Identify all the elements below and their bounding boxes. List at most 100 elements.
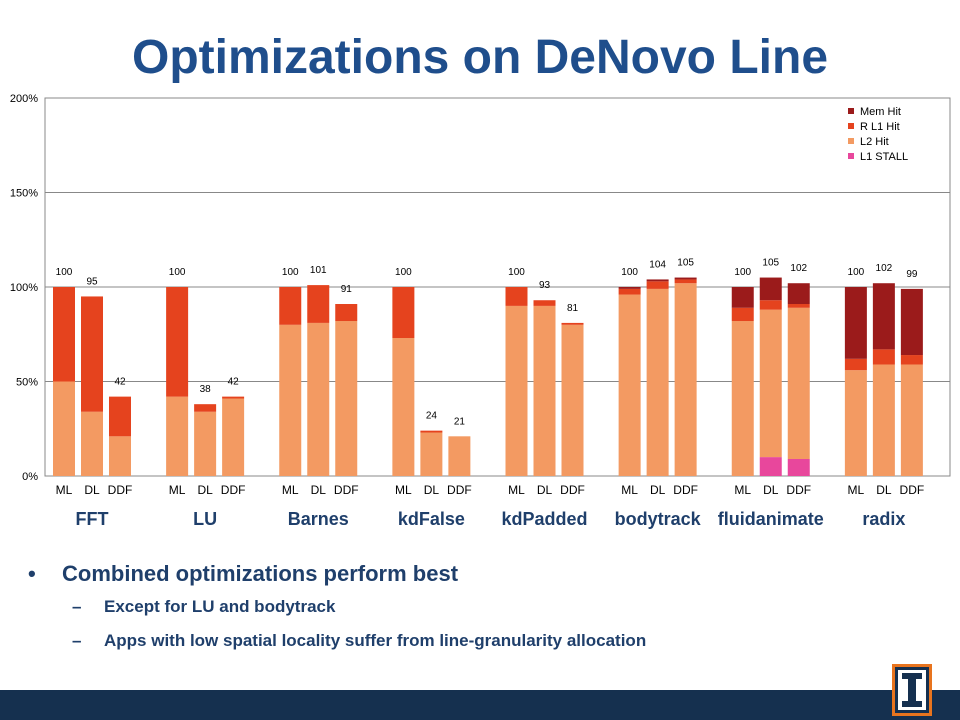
- bar-segment: [166, 287, 189, 397]
- group-label: radix: [862, 509, 905, 529]
- bar-total-label: 101: [310, 265, 327, 276]
- bar-segment: [420, 432, 443, 476]
- bar-segment: [787, 283, 810, 305]
- bar-total-label: 99: [906, 269, 918, 280]
- bar-segment: [533, 305, 556, 476]
- bar-segment: [759, 309, 782, 458]
- bar-segment: [194, 411, 217, 476]
- bar-segment: [194, 404, 217, 412]
- bar-segment: [561, 324, 584, 476]
- sub-bullet-item: – Except for LU and bodytrack: [28, 590, 646, 624]
- bar-segment: [109, 396, 131, 437]
- legend-label: Mem Hit: [860, 106, 901, 118]
- x-tick-label: DL: [84, 483, 100, 497]
- university-logo-icon: [892, 664, 932, 716]
- x-tick-label: DL: [424, 483, 440, 497]
- bar-segment: [759, 300, 782, 310]
- x-tick-label: ML: [282, 483, 299, 497]
- sub-bullet-text: Apps with low spatial locality suffer fr…: [104, 631, 647, 650]
- bar-segment: [731, 321, 754, 476]
- bar-segment: [279, 324, 302, 476]
- x-tick-label: ML: [508, 483, 525, 497]
- bar-segment: [335, 304, 358, 322]
- x-tick-label: DL: [763, 483, 779, 497]
- bar-total-label: 93: [539, 280, 551, 291]
- bar-segment: [646, 281, 669, 289]
- x-tick-label: DDF: [560, 483, 585, 497]
- bar-segment: [731, 287, 754, 308]
- group-label: kdFalse: [398, 509, 465, 529]
- sub-bullet-item: – Apps with low spatial locality suffer …: [28, 624, 646, 658]
- sub-bullet-dash: –: [72, 597, 82, 616]
- bar-segment: [279, 287, 302, 325]
- bar-total-label: 102: [790, 263, 807, 274]
- bar-segment: [674, 279, 697, 284]
- x-tick-label: DDF: [108, 483, 133, 497]
- bar-segment: [900, 355, 923, 365]
- bar-segment: [872, 364, 895, 476]
- bar-segment: [618, 294, 641, 476]
- bar-total-label: 81: [567, 303, 579, 314]
- sub-bullet-dash: –: [72, 631, 82, 650]
- x-tick-label: DDF: [786, 483, 811, 497]
- x-tick-label: DL: [650, 483, 666, 497]
- bar-segment: [392, 338, 415, 476]
- bar-segment: [448, 436, 471, 476]
- bar-segment: [53, 381, 75, 476]
- footer-bar: [0, 690, 960, 720]
- bar-segment: [561, 322, 584, 325]
- bar-segment: [759, 457, 782, 476]
- legend-swatch: [848, 138, 854, 144]
- bar-total-label: 100: [56, 267, 73, 278]
- bar-segment: [646, 288, 669, 476]
- x-tick-label: DL: [537, 483, 553, 497]
- bar-total-label: 102: [876, 263, 893, 274]
- group-label: Barnes: [288, 509, 349, 529]
- y-tick-label: 100%: [10, 282, 38, 294]
- x-tick-label: DL: [311, 483, 327, 497]
- legend-swatch: [848, 153, 854, 159]
- bar-segment: [81, 296, 103, 412]
- bar-total-label: 42: [114, 377, 126, 388]
- bar-segment: [53, 287, 75, 382]
- group-label: bodytrack: [615, 509, 702, 529]
- bar-segment: [222, 396, 245, 399]
- bar-segment: [674, 283, 697, 476]
- group-label: FFT: [76, 509, 109, 529]
- bar-segment: [81, 411, 103, 476]
- x-tick-label: DDF: [334, 483, 359, 497]
- bar-segment: [787, 458, 810, 476]
- bar-total-label: 24: [426, 411, 438, 422]
- bar-segment: [646, 279, 669, 282]
- bar-total-label: 105: [677, 258, 694, 269]
- bar-total-label: 91: [341, 284, 353, 295]
- bar-segment: [844, 287, 867, 359]
- x-tick-label: ML: [621, 483, 638, 497]
- y-tick-label: 50%: [16, 377, 38, 389]
- bullet-item: • Combined optimizations perform best: [28, 558, 646, 590]
- bullet-list: • Combined optimizations perform best – …: [28, 558, 646, 658]
- group-label: kdPadded: [501, 509, 587, 529]
- bar-total-label: 100: [282, 267, 299, 278]
- x-tick-label: DDF: [673, 483, 698, 497]
- bar-segment: [731, 307, 754, 322]
- bar-segment: [307, 285, 330, 323]
- bar-segment: [420, 430, 443, 433]
- group-label: fluidanimate: [718, 509, 824, 529]
- bar-segment: [872, 349, 895, 365]
- bar-segment: [618, 287, 641, 289]
- sub-bullet-text: Except for LU and bodytrack: [104, 597, 336, 616]
- bar-segment: [505, 305, 528, 476]
- bar-segment: [844, 370, 867, 476]
- x-tick-label: ML: [734, 483, 751, 497]
- x-tick-label: DDF: [221, 483, 246, 497]
- bar-total-label: 100: [734, 267, 751, 278]
- bar-segment: [844, 358, 867, 371]
- bullet-text: Combined optimizations perform best: [62, 561, 459, 586]
- bar-total-label: 100: [169, 267, 186, 278]
- bar-total-label: 100: [508, 267, 525, 278]
- bar-total-label: 100: [395, 267, 412, 278]
- legend-label: R L1 Hit: [860, 121, 900, 133]
- group-label: LU: [193, 509, 217, 529]
- bar-segment: [109, 436, 131, 476]
